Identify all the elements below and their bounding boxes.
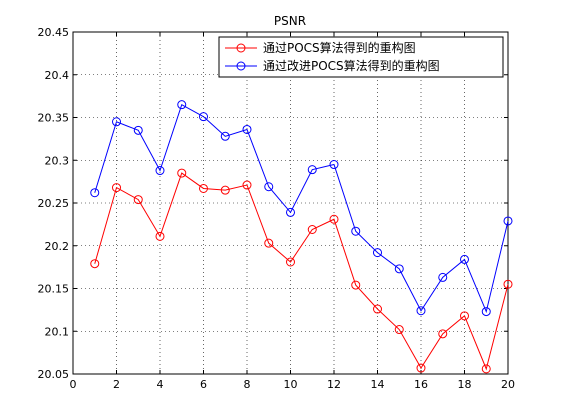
- series-1-point: [242, 180, 252, 190]
- y-tick-label: 20.2: [45, 240, 70, 253]
- series-1-point: [264, 238, 274, 248]
- legend-marker-swatch: [236, 61, 246, 71]
- series-1-point: [112, 183, 121, 193]
- y-tick-label: 20.45: [38, 26, 70, 39]
- series-1-point: [481, 364, 491, 374]
- series-2-point: [220, 131, 230, 141]
- series-1-point: [220, 185, 230, 195]
- series-1-point: [286, 257, 295, 267]
- x-tick-label: 16: [414, 378, 428, 391]
- x-tick-label: 8: [244, 378, 251, 391]
- y-tick-label: 20.1: [45, 325, 70, 338]
- x-tick-label: 20: [501, 378, 515, 391]
- series-2-point: [155, 166, 165, 176]
- x-tick-label: 4: [157, 378, 164, 391]
- series-2-point: [307, 165, 317, 175]
- legend-label: 通过改进POCS算法得到的重构图: [263, 58, 440, 73]
- series-2-point: [373, 248, 382, 258]
- series-2-point: [90, 188, 100, 198]
- series-1-point: [351, 280, 361, 290]
- x-tick-label: 0: [70, 378, 77, 391]
- series-2-point: [264, 182, 274, 192]
- series-2-point: [112, 117, 121, 127]
- series-2-point: [481, 307, 491, 317]
- series-1-point: [373, 304, 382, 314]
- series-2-point: [242, 124, 252, 134]
- series-1-point: [133, 195, 143, 205]
- series-1-point: [90, 259, 100, 269]
- series-line-1: [94, 172, 509, 371]
- legend-item-2: 通过改进POCS算法得到的重构图: [225, 58, 440, 73]
- x-tick-label: 18: [458, 378, 472, 391]
- y-tick-label: 20.25: [38, 197, 70, 210]
- y-tick-label: 20.05: [38, 368, 70, 381]
- series-1-point: [503, 279, 513, 289]
- plot-area: 0 2 4 6 8 10 12 14 16 18 20 20.05 20.1 20.15 20.2 20.25…: [38, 26, 516, 391]
- series-2-point: [416, 306, 426, 316]
- series-1-point: [177, 168, 187, 178]
- x-tick-label: 12: [327, 378, 341, 391]
- series-2-point: [199, 112, 208, 122]
- y-tick-label: 20.4: [45, 69, 70, 82]
- series-1-point: [438, 329, 448, 339]
- legend-label: 通过POCS算法得到的重构图: [263, 40, 416, 55]
- chart-title: PSNR: [274, 14, 306, 28]
- legend-marker-swatch: [236, 43, 246, 53]
- series-2-point: [133, 125, 143, 135]
- series-2-point: [438, 272, 448, 282]
- series-line-2: [94, 103, 509, 314]
- series-2-point: [351, 226, 361, 236]
- series-2-point: [329, 160, 339, 170]
- series-1-point: [199, 183, 208, 193]
- x-tick-label: 2: [113, 378, 120, 391]
- series-2-point: [177, 100, 187, 110]
- x-tick-label: 10: [284, 378, 298, 391]
- y-tick-label: 20.35: [38, 112, 70, 125]
- series-2-point: [503, 216, 513, 226]
- series-2-point: [394, 264, 404, 274]
- y-tick-label: 20.3: [45, 154, 70, 167]
- legend-item-1: 通过POCS算法得到的重构图: [225, 40, 416, 55]
- x-tick-label: 14: [371, 378, 385, 391]
- series-1-point: [329, 214, 339, 224]
- legend-box: [218, 36, 504, 78]
- series-1-point: [460, 311, 469, 321]
- series-2-point: [460, 254, 469, 264]
- series-1-point: [307, 225, 317, 235]
- y-tick-label: 20.15: [38, 283, 70, 296]
- series-2-point: [286, 207, 295, 217]
- series-1-point: [416, 363, 426, 373]
- x-tick-label: 6: [200, 378, 207, 391]
- series-1-point: [394, 325, 404, 335]
- series-1-point: [155, 231, 165, 241]
